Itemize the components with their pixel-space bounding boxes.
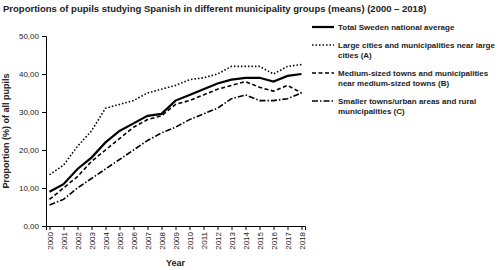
x-tick-mark (190, 226, 191, 230)
x-tick: 2013 (228, 226, 237, 250)
plot-area (50, 65, 302, 206)
x-tick-label: 2011 (200, 231, 209, 249)
x-tick-mark (302, 226, 303, 230)
x-tick: 2000 (46, 226, 55, 250)
x-tick-label: 2006 (130, 231, 139, 249)
series-line (50, 65, 302, 175)
legend-label: Large cities and municipalities near lar… (338, 41, 495, 60)
y-axis-title: Proportion (%) of all pupils (1, 74, 11, 189)
x-tick-mark (78, 226, 79, 230)
legend-swatch (312, 100, 334, 102)
x-tick: 2008 (158, 226, 167, 250)
x-tick-mark (204, 226, 205, 230)
y-tick-label: 40,00 (19, 70, 40, 79)
legend-swatch (312, 44, 334, 46)
chart: Proportions of pupils studying Spanish i… (0, 0, 500, 270)
x-tick-mark (274, 226, 275, 230)
x-tick-mark (246, 226, 247, 230)
x-tick: 2009 (172, 226, 181, 250)
y-tick: 10,00 (19, 184, 46, 193)
x-tick-label: 2000 (46, 231, 55, 249)
title: Proportions of pupils studying Spanish i… (3, 3, 426, 14)
x-tick: 2012 (214, 226, 223, 250)
x-tick: 2017 (284, 226, 293, 250)
legend-label: Smaller towns/urban areas and ruralmunic… (338, 97, 476, 116)
x-tick-label: 2004 (102, 231, 111, 249)
x-tick: 2004 (102, 226, 111, 250)
y-tick-mark (42, 150, 46, 151)
x-tick-label: 2016 (270, 231, 279, 249)
x-tick: 2011 (200, 226, 209, 249)
x-tick-label: 2009 (172, 231, 181, 249)
x-tick-label: 2003 (88, 231, 97, 249)
y-tick-mark (42, 74, 46, 75)
x-tick: 2016 (270, 226, 279, 250)
y-tick-label: 20,00 (19, 146, 40, 155)
x-tick-mark (134, 226, 135, 230)
x-tick-label: 2013 (228, 231, 237, 249)
y-tick-mark (42, 112, 46, 113)
x-tick-label: 2014 (242, 231, 251, 249)
x-tick: 2006 (130, 226, 139, 250)
legend-swatch (312, 26, 334, 28)
y-tick: 0,00 (23, 222, 46, 231)
y-tick: 50,00 (19, 32, 46, 41)
x-tick: 2014 (242, 226, 251, 250)
x-tick: 2005 (116, 226, 125, 250)
x-tick-label: 2010 (186, 231, 195, 249)
x-tick-label: 2018 (298, 231, 307, 249)
x-tick-mark (148, 226, 149, 230)
y-tick: 20,00 (19, 146, 46, 155)
x-tick: 2018 (298, 226, 307, 250)
x-tick: 2002 (74, 226, 83, 250)
y-axis: 0,00 10,00 20,00 30,00 40,00 50,00 (19, 32, 47, 231)
x-tick-label: 2002 (74, 231, 83, 249)
x-tick-mark (232, 226, 233, 230)
x-tick-mark (176, 226, 177, 230)
y-tick-label: 10,00 (19, 184, 40, 193)
x-tick: 2003 (88, 226, 97, 250)
x-tick-label: 2017 (284, 231, 293, 249)
x-tick-mark (120, 226, 121, 230)
legend: Total Sweden national average Large citie… (312, 23, 495, 116)
y-tick-mark (42, 226, 46, 227)
legend-label: Medium-sized towns and municipalitiesnea… (338, 69, 489, 88)
series-line (50, 93, 302, 205)
x-axis-title: Year (166, 258, 186, 268)
x-tick: 2007 (144, 226, 153, 250)
x-tick-label: 2005 (116, 231, 125, 249)
y-tick: 40,00 (19, 70, 46, 79)
x-tick-mark (260, 226, 261, 230)
x-tick-mark (288, 226, 289, 230)
series-line (50, 82, 302, 200)
x-tick-mark (50, 226, 51, 230)
series-line (50, 74, 302, 192)
legend-label: Total Sweden national average (338, 23, 455, 32)
x-tick-label: 2001 (60, 231, 69, 249)
x-tick-label: 2012 (214, 231, 223, 249)
x-tick-label: 2008 (158, 231, 167, 249)
x-tick: 2010 (186, 226, 195, 250)
y-tick-label: 50,00 (19, 32, 40, 41)
legend-swatch (312, 72, 334, 74)
x-tick-label: 2007 (144, 231, 153, 249)
x-tick-mark (92, 226, 93, 230)
y-tick-label: 30,00 (19, 108, 40, 117)
x-tick-mark (64, 226, 65, 230)
x-tick: 2001 (60, 226, 69, 250)
x-tick-mark (162, 226, 163, 230)
x-tick-mark (106, 226, 107, 230)
y-axis-line (42, 37, 47, 227)
x-axis: 2000 2001 2002 2003 2004 2005 2006 2007 2008 2009… (46, 226, 307, 250)
y-tick-label: 0,00 (23, 222, 39, 231)
y-tick-mark (42, 36, 46, 37)
x-tick-mark (218, 226, 219, 230)
x-tick-label: 2015 (256, 231, 265, 249)
x-axis-line (47, 227, 306, 231)
y-tick-mark (42, 188, 46, 189)
x-tick: 2015 (256, 226, 265, 250)
y-tick: 30,00 (19, 108, 46, 117)
